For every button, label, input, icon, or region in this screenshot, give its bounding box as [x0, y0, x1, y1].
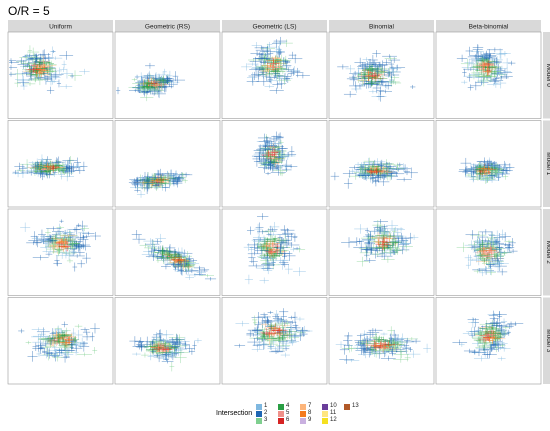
column-strip: [115, 20, 220, 32]
panel-marks: [458, 157, 515, 184]
panel-marks: [243, 213, 306, 285]
column-strip-label: Binomial: [369, 24, 394, 31]
row-strip-label: Model 2: [545, 241, 550, 265]
panel: [114, 120, 221, 208]
panel: [328, 208, 435, 296]
panel: [221, 31, 328, 119]
column-strip: [8, 20, 113, 32]
panel-marks: [241, 36, 310, 94]
column-strip: [436, 20, 541, 32]
panel-marks: [341, 219, 419, 267]
panel: [7, 120, 114, 208]
row-strip: [543, 209, 550, 296]
row-strip-label: Model 1: [545, 152, 550, 176]
column-strip: [329, 20, 434, 32]
panel-marks: [251, 131, 298, 177]
panel-marks: [116, 62, 186, 102]
panel-marks: [234, 308, 313, 358]
panel-marks: [12, 154, 88, 182]
row-strip-label: Model 0: [545, 64, 550, 88]
panel-marks: [9, 45, 90, 94]
panel-marks: [129, 329, 202, 372]
row-strip: [543, 297, 550, 384]
panel: [7, 297, 114, 385]
panel-marks: [131, 230, 217, 281]
row-strip: [543, 120, 550, 207]
panel-marks: [18, 321, 100, 363]
panel-marks: [337, 50, 416, 102]
column-strip-label: Uniform: [49, 24, 72, 31]
panel-marks: [330, 157, 418, 189]
panel-marks: [128, 168, 193, 198]
page-title: O/R = 5: [8, 4, 50, 18]
panel: [328, 31, 435, 119]
panel-marks: [456, 229, 518, 277]
column-strip-label: Geometric (RS): [145, 24, 190, 31]
column-strip-label: Geometric (LS): [252, 24, 296, 31]
panel-marks: [456, 44, 516, 91]
row-strip-label: Model 3: [545, 329, 550, 353]
panel-marks: [20, 219, 101, 272]
row-strip: [543, 32, 550, 119]
column-strip-label: Beta-binomial: [469, 24, 509, 31]
column-strip: [222, 20, 327, 32]
